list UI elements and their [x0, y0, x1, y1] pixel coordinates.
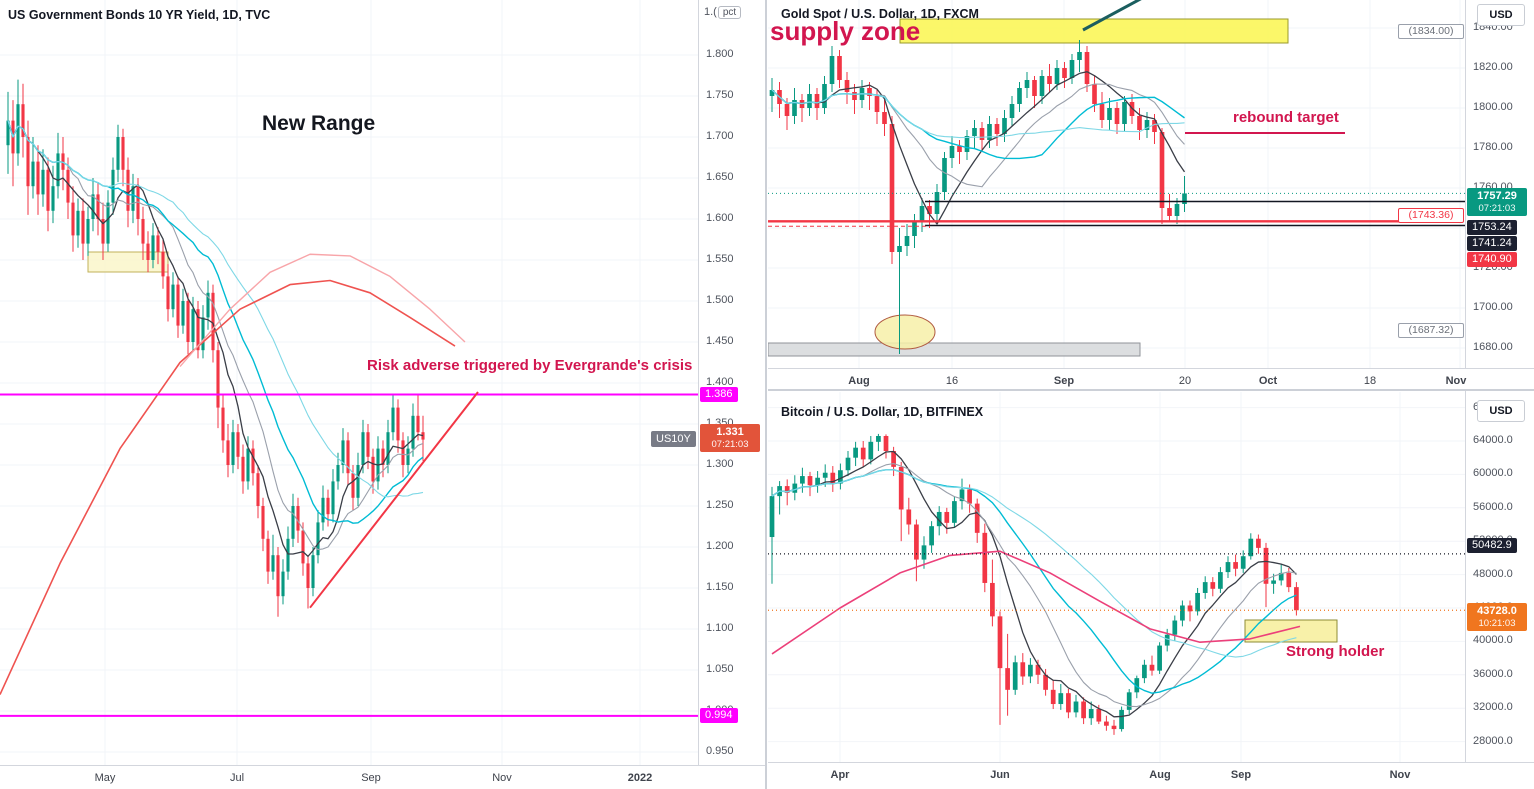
- price-tick: 36000.0: [1473, 668, 1513, 680]
- scale-prefix-label: 1.(: [704, 6, 717, 18]
- price-tick: 1.650: [706, 171, 734, 183]
- price-tick: 1.100: [706, 622, 734, 634]
- price-tick: 64000.0: [1473, 434, 1513, 446]
- btc-time-axis[interactable]: Apr Jun Aug Sep Nov: [768, 762, 1534, 789]
- gold-panel: Gold Spot / U.S. Dollar, 1D, FXCM supply…: [768, 0, 1534, 392]
- us10y-time-axis[interactable]: May Jul Sep Nov 2022: [0, 765, 766, 789]
- strong-holder-annotation[interactable]: Strong holder: [1286, 643, 1385, 660]
- time-tick: Nov: [1389, 769, 1411, 781]
- price-tick: 1.750: [706, 89, 734, 101]
- supply-zone-price-chip: (1834.00): [1398, 24, 1464, 39]
- gold-level2-label: 1741.24: [1467, 236, 1517, 251]
- time-tick: Aug: [1149, 769, 1171, 781]
- time-tick: 2022: [627, 772, 653, 784]
- horizontal-panel-divider[interactable]: [768, 389, 1534, 391]
- gold-currency-button[interactable]: USD: [1477, 4, 1525, 26]
- time-tick: Apr: [830, 769, 850, 781]
- new-range-annotation[interactable]: New Range: [262, 112, 376, 135]
- time-tick: Sep: [1053, 375, 1075, 387]
- price-tick: 1.700: [706, 130, 734, 142]
- price-tick: 1.250: [706, 499, 734, 511]
- price-tick: 1.300: [706, 458, 734, 470]
- low-reference-price-chip: (1687.32): [1398, 323, 1464, 338]
- price-tick: 1.550: [706, 253, 734, 265]
- evergrande-risk-annotation[interactable]: Risk adverse triggered by Evergrande's c…: [367, 357, 693, 374]
- time-tick: Jun: [990, 769, 1010, 781]
- time-tick: May: [94, 772, 116, 784]
- btc-chart-title: Bitcoin / U.S. Dollar, 1D, BITFINEX: [781, 405, 984, 419]
- price-tick: 1.150: [706, 581, 734, 593]
- gold-last-price-value: 1757.29: [1477, 190, 1517, 202]
- us10y-price-scale[interactable]: 1.(pct 1.386 1.331 07:21:03 0.994 1.800 1…: [698, 0, 767, 765]
- us10y-chart-canvas[interactable]: [0, 0, 698, 765]
- time-tick: 16: [945, 375, 959, 387]
- last-price-value: 1.331: [716, 426, 744, 438]
- time-tick: Sep: [361, 772, 381, 784]
- us10y-last-price-label: 1.331 07:21:03: [700, 424, 760, 452]
- price-tick: 1.450: [706, 335, 734, 347]
- gold-last-price-time: 07:21:03: [1478, 203, 1516, 214]
- time-tick: Sep: [1230, 769, 1252, 781]
- time-tick: 18: [1363, 375, 1377, 387]
- time-tick: Oct: [1258, 375, 1278, 387]
- btc-chart-canvas[interactable]: [768, 391, 1465, 762]
- unit-pct-button[interactable]: pct: [717, 6, 742, 19]
- us10y-panel: US Government Bonds 10 YR Yield, 1D, TVC…: [0, 0, 767, 789]
- price-tick: 40000.0: [1473, 634, 1513, 646]
- resistance-level-label: 1.386: [700, 387, 738, 402]
- price-tick: 60000.0: [1473, 467, 1513, 479]
- price-tick: 56000.0: [1473, 501, 1513, 513]
- us10y-symbol-tag: US10Y: [651, 431, 696, 447]
- gold-last-price-label: 1757.29 07:21:03: [1467, 188, 1527, 216]
- vertical-panel-divider[interactable]: [765, 0, 767, 789]
- gold-level1-label: 1753.24: [1467, 220, 1517, 235]
- time-tick: Nov: [1445, 375, 1467, 387]
- btc-last-price-value: 43728.0: [1477, 605, 1517, 617]
- gold-level3-label: 1740.90: [1467, 252, 1517, 267]
- btc-last-price-label: 43728.0 10:21:03: [1467, 603, 1527, 631]
- btc-last-price-time: 10:21:03: [1478, 618, 1516, 629]
- price-scale-unit: 1.(pct: [704, 6, 742, 19]
- time-tick: Jul: [229, 772, 245, 784]
- gold-chart-canvas[interactable]: [768, 0, 1465, 368]
- rebound-target-annotation[interactable]: rebound target: [1233, 109, 1339, 126]
- supply-zone-annotation[interactable]: supply zone: [770, 16, 921, 46]
- price-tick: 1680.00: [1473, 341, 1513, 353]
- time-tick: 20: [1178, 375, 1192, 387]
- price-tick: 1.200: [706, 540, 734, 552]
- gold-time-axis[interactable]: Aug 16 Sep 20 Oct 18 Nov: [768, 368, 1534, 392]
- btc-prior-high-label: 50482.9: [1467, 538, 1517, 553]
- price-tick: 1.500: [706, 294, 734, 306]
- support-level-label: 0.994: [700, 708, 738, 723]
- time-tick: Aug: [848, 375, 870, 387]
- last-price-time: 07:21:03: [711, 439, 749, 450]
- price-tick: 1700.00: [1473, 301, 1513, 313]
- price-tick: 32000.0: [1473, 701, 1513, 713]
- time-tick: Nov: [492, 772, 512, 784]
- price-tick: 1.600: [706, 212, 734, 224]
- gold-chart-title: Gold Spot / U.S. Dollar, 1D, FXCM: [781, 7, 979, 21]
- price-tick: 1820.00: [1473, 61, 1513, 73]
- price-tick: 1.800: [706, 48, 734, 60]
- price-tick: 28000.0: [1473, 735, 1513, 747]
- gold-price-scale[interactable]: USD 1757.29 07:21:03 1753.24 1741.24 174…: [1465, 0, 1534, 368]
- price-tick: 1.400: [706, 376, 734, 388]
- price-tick: 1.050: [706, 663, 734, 675]
- us10y-chart-title: US Government Bonds 10 YR Yield, 1D, TVC: [8, 8, 271, 22]
- btc-panel: Bitcoin / U.S. Dollar, 1D, BITFINEX Stro…: [768, 391, 1534, 789]
- btc-currency-button[interactable]: USD: [1477, 400, 1525, 422]
- btc-price-scale[interactable]: 50482.9 43728.0 10:21:03 USD 68000.06400…: [1465, 391, 1534, 762]
- price-tick: 48000.0: [1473, 568, 1513, 580]
- price-tick: 0.950: [706, 745, 734, 757]
- alert-price-chip: (1743.36): [1398, 208, 1464, 223]
- price-tick: 1800.00: [1473, 101, 1513, 113]
- price-tick: 1780.00: [1473, 141, 1513, 153]
